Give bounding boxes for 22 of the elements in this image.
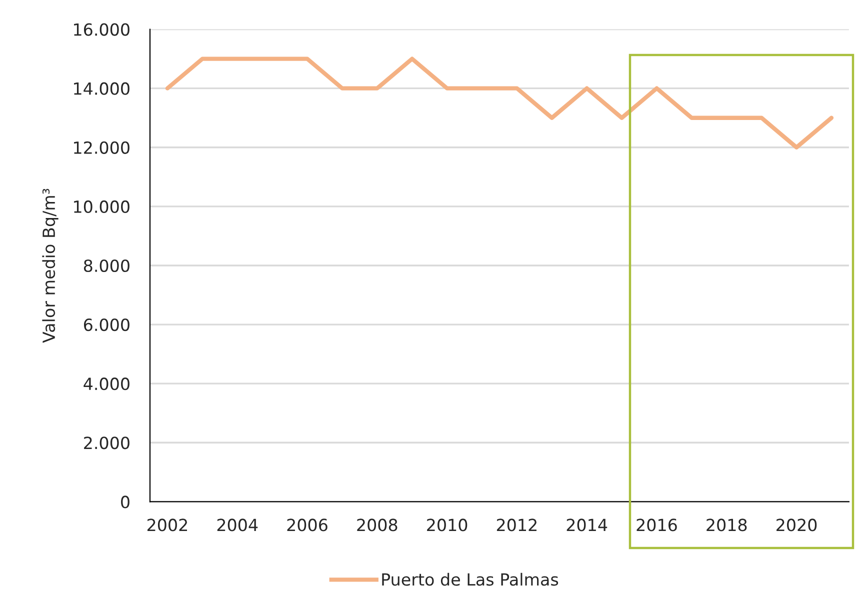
y-axis-title: Valor medio Bq/m³: [42, 188, 58, 343]
y-tick-label: 16.000: [74, 23, 130, 36]
y-tick-label: 8.000: [84, 259, 130, 272]
y-tick-label: 10.000: [74, 200, 130, 214]
line-series: [165, 56, 834, 150]
x-tick-label: 2006: [287, 518, 328, 532]
y-tick-label: 6.000: [84, 318, 130, 332]
x-tick-label: 2008: [357, 518, 398, 532]
y-tick-label: 2.000: [84, 436, 130, 450]
x-tick-label: 2020: [776, 518, 817, 532]
y-tick-label: 4.000: [84, 378, 130, 390]
x-tick-label: 2002: [147, 518, 187, 532]
x-tick-label: 2012: [496, 518, 536, 532]
legend-label: Puerto de Las Palmas: [382, 572, 558, 586]
y-tick-label: 14.000: [74, 82, 130, 95]
x-tick-label: 2010: [427, 518, 468, 532]
x-tick-label: 2018: [706, 518, 747, 532]
y-tick-label: 0: [121, 496, 130, 508]
y-tick-label: 12.000: [74, 141, 130, 154]
x-tick-label: 2014: [566, 518, 608, 532]
x-tick-label: 2016: [636, 518, 677, 532]
x-tick-label: 2004: [217, 518, 258, 532]
